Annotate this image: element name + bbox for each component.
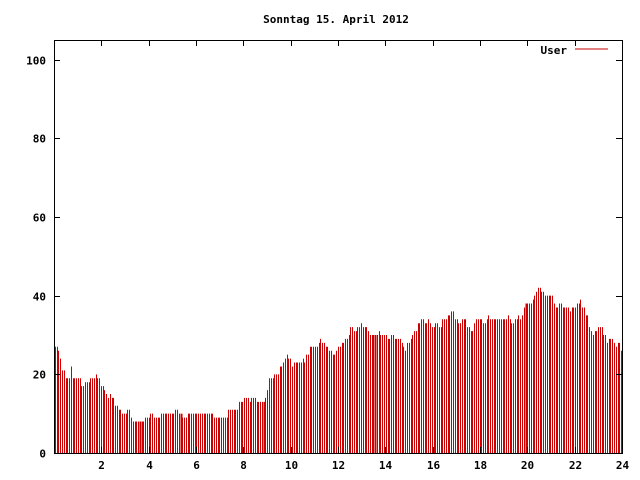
x-tick-label: 22 xyxy=(569,459,582,472)
x-tick-label: 20 xyxy=(521,459,534,472)
y-tick-label: 0 xyxy=(39,448,46,461)
legend: User xyxy=(541,44,608,57)
x-tick-label: 16 xyxy=(427,459,441,472)
y-tick-label: 20 xyxy=(33,369,46,382)
x-tick-label: 4 xyxy=(146,459,153,472)
legend-label: User xyxy=(541,44,568,57)
x-tick-label: 14 xyxy=(379,459,393,472)
y-tick-label: 80 xyxy=(33,133,46,146)
bars-group xyxy=(55,287,622,453)
y-tick-label: 60 xyxy=(33,212,46,225)
x-tick-label: 24 xyxy=(616,459,630,472)
x-tick-label: 8 xyxy=(240,459,247,472)
x-tick-label: 18 xyxy=(474,459,487,472)
x-tick-label: 12 xyxy=(332,459,345,472)
y-tick-label: 40 xyxy=(33,291,46,304)
x-tick-label: 2 xyxy=(98,459,105,472)
x-tick-label: 10 xyxy=(285,459,298,472)
x-tick-label: 6 xyxy=(193,459,200,472)
chart-title: Sonntag 15. April 2012 xyxy=(263,13,409,26)
y-tick-label: 100 xyxy=(26,55,46,68)
